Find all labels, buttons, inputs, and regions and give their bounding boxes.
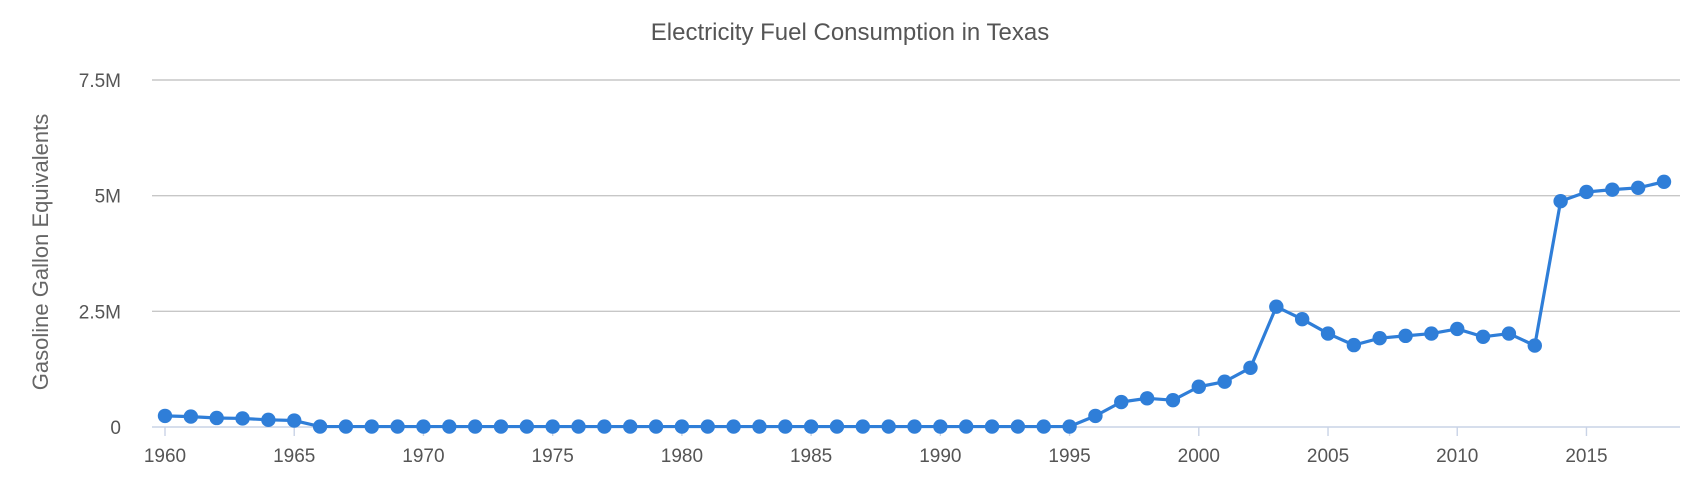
data-point[interactable] [829, 419, 845, 434]
data-point[interactable] [364, 419, 379, 434]
data-point[interactable] [1553, 194, 1568, 209]
x-tick-label: 1975 [532, 446, 574, 467]
data-point[interactable] [1475, 329, 1491, 344]
data-point[interactable] [338, 419, 354, 434]
data-point[interactable] [545, 419, 560, 434]
data-point[interactable] [597, 419, 612, 434]
data-point[interactable] [778, 419, 793, 434]
data-point[interactable] [1088, 408, 1103, 424]
data-point[interactable] [261, 412, 276, 428]
data-point[interactable] [803, 419, 819, 434]
data-point[interactable] [519, 419, 535, 434]
x-tick-label: 2015 [1565, 446, 1607, 467]
data-point[interactable] [907, 419, 922, 434]
data-point[interactable] [183, 409, 199, 424]
data-point[interactable] [1165, 392, 1181, 408]
y-tick-label: 0 [110, 418, 121, 439]
y-tick-label: 7.5M [79, 71, 121, 92]
gridlines [152, 79, 1680, 313]
data-point[interactable] [726, 419, 741, 434]
data-point[interactable] [467, 419, 483, 434]
data-point[interactable] [1036, 419, 1051, 434]
data-point[interactable] [933, 419, 948, 434]
y-tick-label: 5M [95, 187, 121, 208]
chart-title: Electricity Fuel Consumption in Texas [651, 19, 1049, 46]
data-point[interactable] [1605, 182, 1620, 197]
data-point[interactable] [571, 419, 586, 434]
x-tick-label: 2005 [1307, 446, 1349, 467]
data-point[interactable] [442, 419, 457, 434]
data-point[interactable] [1294, 311, 1310, 327]
series-line [164, 180, 1665, 429]
data-point[interactable] [390, 419, 405, 434]
data-point[interactable] [1062, 419, 1077, 434]
x-tick-label: 1980 [661, 446, 703, 467]
data-point[interactable] [984, 419, 1000, 434]
x-tick-label: 2010 [1436, 446, 1478, 467]
data-point[interactable] [1217, 374, 1232, 389]
data-point[interactable] [1450, 321, 1465, 337]
x-tick-label: 1990 [919, 446, 961, 467]
data-point[interactable] [235, 411, 250, 426]
data-point[interactable] [1424, 326, 1439, 341]
x-tick-label: 1995 [1048, 446, 1090, 467]
data-point[interactable] [287, 413, 302, 428]
data-point[interactable] [1630, 180, 1646, 196]
data-point[interactable] [958, 419, 974, 434]
data-point[interactable] [1372, 330, 1387, 346]
y-axis-ticks: 0 2.5M 5M 7.5M [79, 71, 121, 439]
x-tick-label: 1965 [273, 446, 315, 467]
y-tick-label: 2.5M [79, 302, 121, 323]
data-point[interactable] [1579, 184, 1594, 200]
data-point[interactable] [1010, 419, 1026, 434]
x-tick-label: 1960 [144, 446, 186, 467]
data-point[interactable] [1320, 326, 1336, 341]
data-point[interactable] [1527, 338, 1542, 353]
data-point[interactable] [416, 419, 431, 434]
data-point[interactable] [1398, 328, 1413, 344]
data-point[interactable] [1114, 394, 1129, 410]
data-point[interactable] [1243, 360, 1258, 375]
data-point[interactable] [1191, 379, 1206, 394]
data-point[interactable] [674, 419, 690, 434]
data-point[interactable] [623, 419, 638, 434]
data-point[interactable] [700, 419, 715, 434]
data-point[interactable] [1346, 337, 1362, 353]
y-axis-label: Gasoline Gallon Equivalents [28, 114, 53, 390]
data-point[interactable] [1269, 299, 1284, 314]
data-point[interactable] [493, 419, 509, 434]
data-point[interactable] [209, 410, 224, 426]
data-point[interactable] [312, 419, 328, 434]
x-tick-label: 1970 [402, 446, 444, 467]
data-series [157, 174, 1672, 434]
data-point[interactable] [881, 419, 896, 434]
data-point[interactable] [1501, 326, 1517, 341]
x-tick-label: 2000 [1178, 446, 1220, 467]
data-point[interactable] [648, 419, 664, 434]
data-point[interactable] [1139, 391, 1155, 406]
data-point[interactable] [752, 419, 767, 434]
data-point[interactable] [157, 408, 173, 424]
data-point[interactable] [1656, 174, 1672, 189]
data-point[interactable] [855, 419, 871, 434]
x-tick-label: 1985 [790, 446, 832, 467]
